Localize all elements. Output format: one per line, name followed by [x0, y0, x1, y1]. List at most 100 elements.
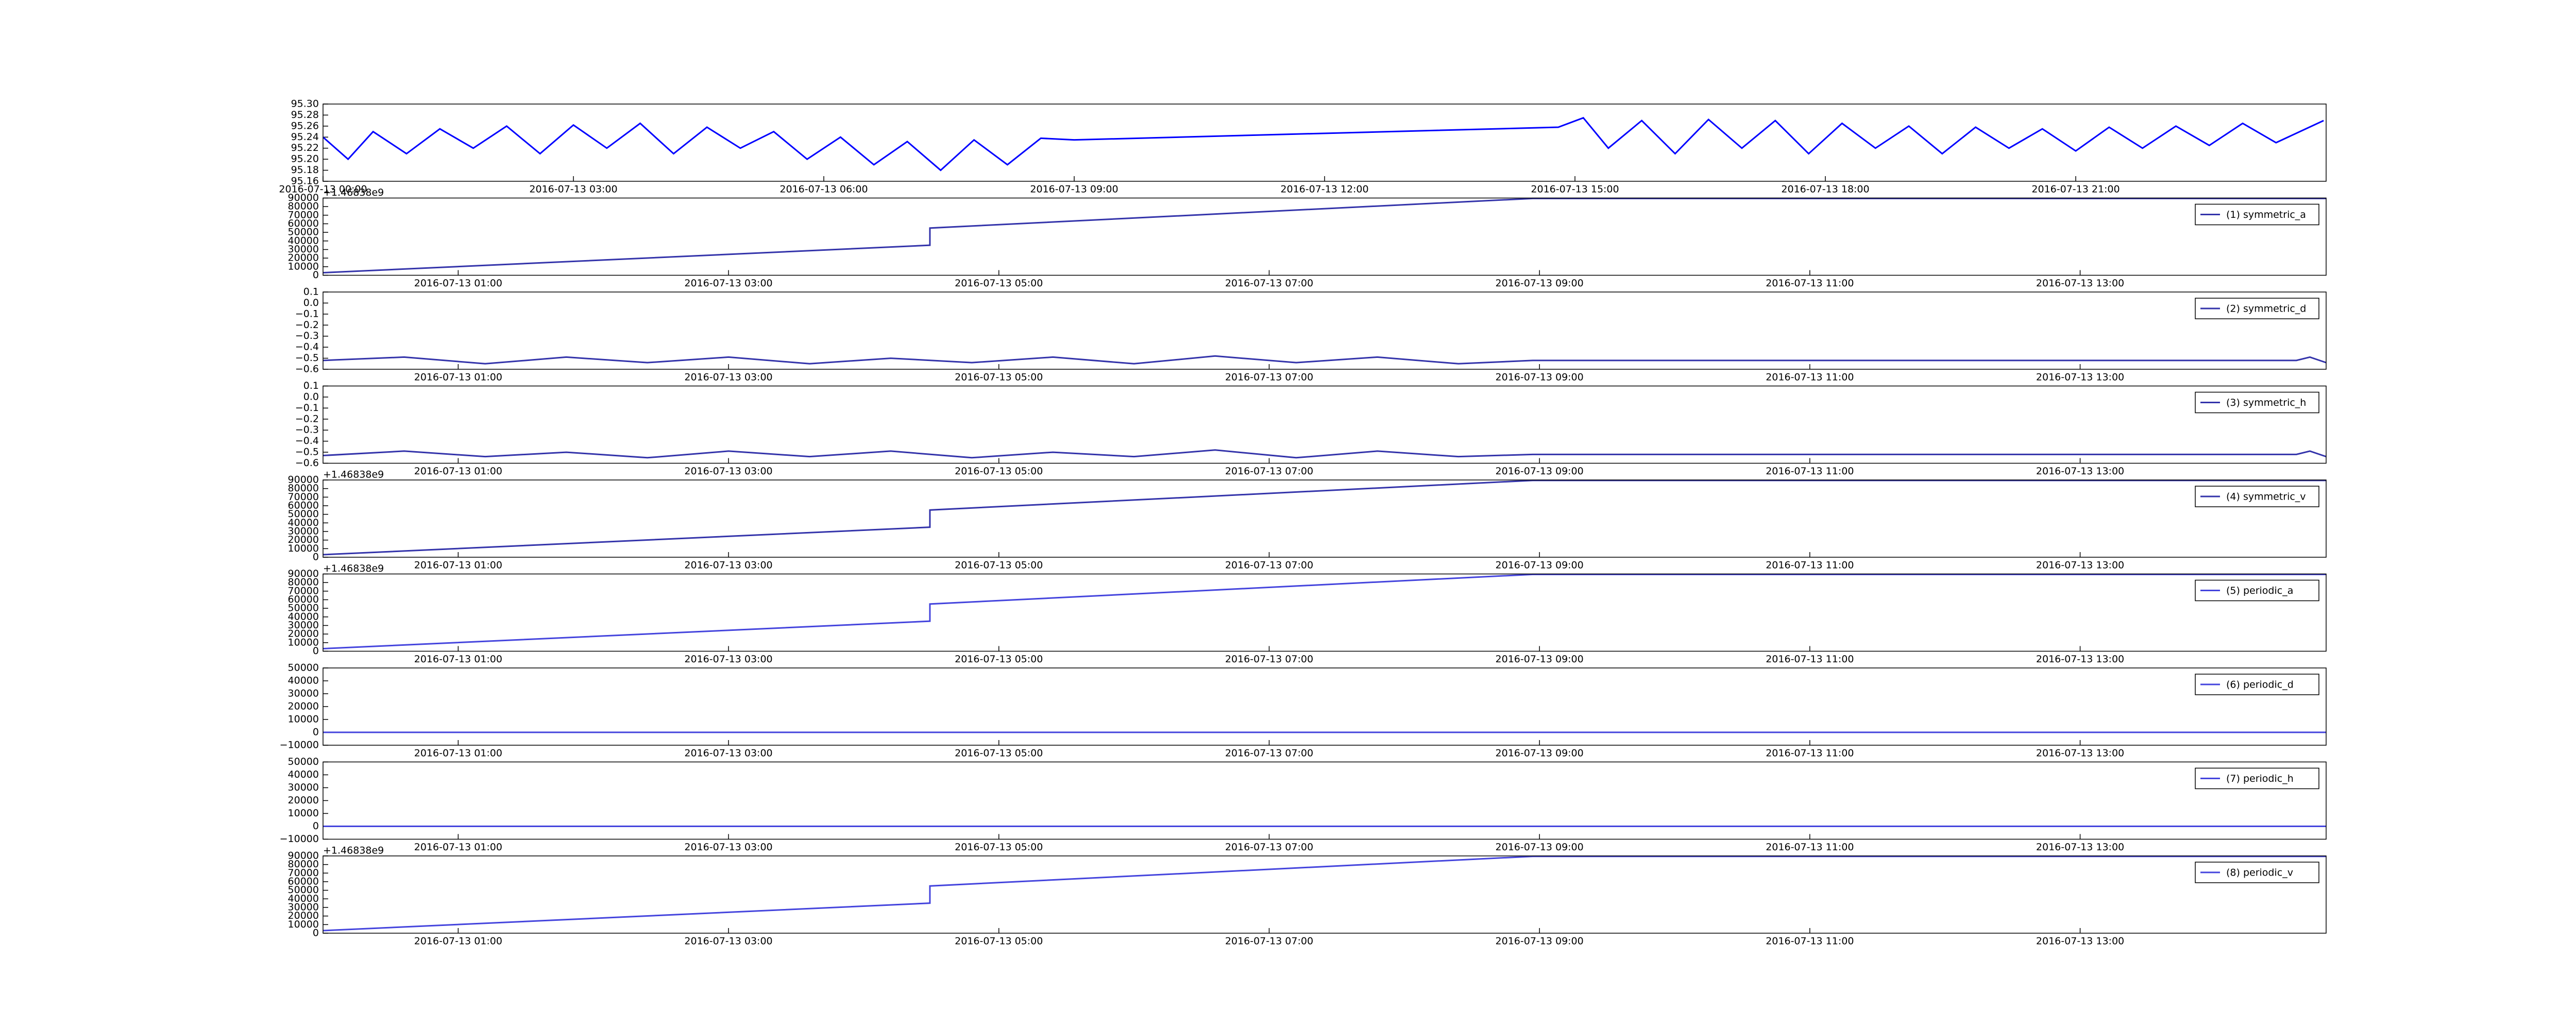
y-tick-label: 30000: [288, 244, 319, 255]
y-tick-label: 20000: [288, 252, 319, 264]
x-tick-label: 2016-07-13 09:00: [1496, 372, 1584, 383]
x-tick-label: 2016-07-13 11:00: [1766, 936, 1854, 947]
y-tick-label: 90000: [288, 474, 319, 486]
y-tick-label: 50000: [288, 756, 319, 767]
axes-frame: [323, 197, 2327, 276]
y-tick-label: 40000: [288, 235, 319, 246]
y-tick-label: 95.22: [291, 142, 319, 153]
y-tick-label: 80000: [288, 577, 319, 588]
y-tick-label: 10000: [288, 919, 319, 930]
y-tick-label: −10000: [280, 833, 319, 845]
offset-text: +1.46838e9: [323, 845, 384, 856]
y-tick-label: 80000: [288, 483, 319, 494]
x-tick-label: 2016-07-13 11:00: [1766, 842, 1854, 853]
x-tick-label: 2016-07-13 11:00: [1766, 466, 1854, 477]
y-tick-label: 20000: [288, 910, 319, 921]
y-tick-label: 20000: [288, 701, 319, 712]
data-line: [323, 573, 2326, 649]
y-tick-label: 20000: [288, 628, 319, 640]
legend-label: (8) periodic_v: [2226, 867, 2293, 879]
x-tick-label: 2016-07-13 13:00: [2036, 466, 2124, 477]
x-tick-label: 2016-07-13 03:00: [684, 936, 772, 947]
y-tick-label: 0.0: [303, 297, 319, 308]
y-tick-label: −0.6: [295, 457, 319, 469]
y-tick-label: 95.24: [291, 131, 319, 143]
y-tick-label: 95.30: [291, 98, 319, 110]
y-tick-label: 50000: [288, 603, 319, 614]
x-tick-label: 2016-07-13 09:00: [1496, 936, 1584, 947]
y-tick-label: 0: [313, 820, 319, 832]
legend-label: (6) periodic_d: [2226, 679, 2294, 691]
x-tick-label: 2016-07-13 09:00: [1496, 654, 1584, 665]
x-tick-label: 2016-07-13 06:00: [779, 184, 868, 195]
y-tick-label: 30000: [288, 526, 319, 537]
x-tick-label: 2016-07-13 11:00: [1766, 654, 1854, 665]
y-tick-label: −10000: [280, 740, 319, 751]
x-tick-label: 2016-07-13 01:00: [414, 278, 502, 289]
x-tick-label: 2016-07-13 05:00: [955, 842, 1043, 853]
x-tick-label: 2016-07-13 07:00: [1225, 936, 1313, 947]
x-tick-label: 2016-07-13 07:00: [1225, 842, 1313, 853]
offset-text: +1.46838e9: [323, 469, 384, 480]
y-tick-label: 10000: [288, 543, 319, 554]
y-tick-label: 70000: [288, 209, 319, 220]
axes-frame: [323, 667, 2327, 746]
y-tick-label: 0.1: [303, 380, 319, 391]
axes-frame: [323, 104, 2327, 182]
y-tick-label: 50000: [288, 884, 319, 896]
y-tick-label: −0.3: [295, 424, 319, 436]
y-tick-label: 95.16: [291, 176, 319, 187]
y-tick-label: 60000: [288, 500, 319, 511]
y-tick-label: −0.1: [295, 402, 319, 414]
y-tick-label: 50000: [288, 662, 319, 674]
data-line: [323, 855, 2326, 932]
y-tick-label: −0.4: [295, 435, 319, 447]
x-tick-label: 2016-07-13 05:00: [955, 936, 1043, 947]
y-tick-label: 95.18: [291, 164, 319, 176]
x-tick-label: 2016-07-13 13:00: [2036, 936, 2124, 947]
y-tick-label: 60000: [288, 876, 319, 887]
axes-frame: [323, 855, 2327, 934]
data-line: [323, 117, 2324, 171]
y-tick-label: 70000: [288, 491, 319, 503]
x-tick-label: 2016-07-13 07:00: [1225, 466, 1313, 477]
x-tick-label: 2016-07-13 01:00: [414, 654, 502, 665]
data-line: [323, 355, 2327, 365]
axes-frame: [323, 479, 2327, 558]
y-tick-label: 95.28: [291, 109, 319, 121]
x-tick-label: 2016-07-13 01:00: [414, 936, 502, 947]
y-tick-label: 0.0: [303, 391, 319, 402]
x-tick-label: 2016-07-13 11:00: [1766, 372, 1854, 383]
y-tick-label: 95.20: [291, 153, 319, 165]
x-tick-label: 2016-07-13 09:00: [1496, 842, 1584, 853]
x-tick-label: 2016-07-13 07:00: [1225, 654, 1313, 665]
y-tick-label: −0.2: [295, 319, 319, 331]
x-tick-label: 2016-07-13 05:00: [955, 372, 1043, 383]
x-tick-label: 2016-07-13 13:00: [2036, 748, 2124, 759]
offset-text: +1.46838e9: [323, 187, 384, 198]
x-tick-label: 2016-07-13 07:00: [1225, 748, 1313, 759]
y-tick-label: 90000: [288, 850, 319, 862]
y-tick-label: 60000: [288, 594, 319, 605]
x-tick-label: 2016-07-13 05:00: [955, 466, 1043, 477]
y-tick-label: 80000: [288, 201, 319, 212]
y-tick-label: −0.2: [295, 413, 319, 424]
x-tick-label: 2016-07-13 03:00: [684, 560, 772, 571]
x-tick-label: 2016-07-13 07:00: [1225, 560, 1313, 571]
y-tick-label: 40000: [288, 893, 319, 904]
y-tick-label: 30000: [288, 620, 319, 631]
x-tick-label: 2016-07-13 11:00: [1766, 748, 1854, 759]
x-tick-label: 2016-07-13 01:00: [414, 372, 502, 383]
x-tick-label: 2016-07-13 11:00: [1766, 560, 1854, 571]
x-tick-label: 2016-07-13 03:00: [684, 654, 772, 665]
legend-label: (4) symmetric_v: [2226, 491, 2306, 503]
data-line: [323, 197, 2326, 273]
y-tick-label: 90000: [288, 192, 319, 203]
y-tick-label: −0.5: [295, 447, 319, 458]
y-tick-label: 40000: [288, 517, 319, 528]
x-tick-label: 2016-07-13 09:00: [1496, 560, 1584, 571]
x-tick-label: 2016-07-13 03:00: [684, 372, 772, 383]
